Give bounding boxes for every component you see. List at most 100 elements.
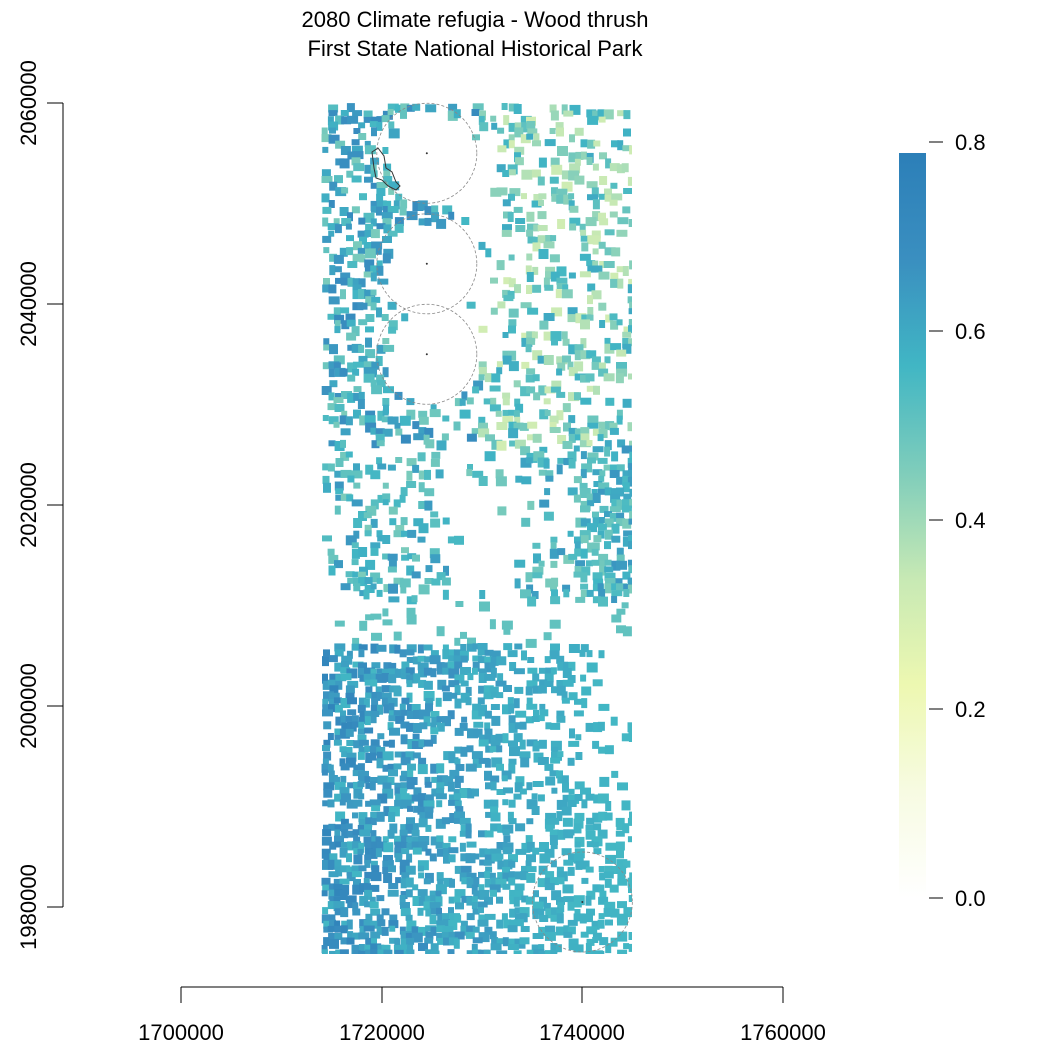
- raster-cell: [383, 344, 395, 352]
- raster-cell: [502, 829, 510, 836]
- raster-cell: [598, 589, 606, 598]
- raster-cell: [322, 235, 332, 243]
- raster-cell: [365, 337, 372, 348]
- raster-cell: [376, 265, 384, 276]
- raster-cell: [321, 836, 332, 846]
- raster-cell: [364, 727, 374, 734]
- raster-cell: [352, 284, 362, 292]
- raster-cell: [322, 415, 329, 421]
- raster-cell: [370, 379, 377, 387]
- raster-cell: [622, 145, 632, 152]
- raster-cell: [395, 793, 403, 802]
- raster-cell: [341, 829, 349, 839]
- raster-cell: [526, 133, 534, 140]
- raster-cell: [503, 625, 511, 635]
- raster-cell: [513, 410, 520, 418]
- raster-cell: [333, 397, 344, 404]
- raster-cell: [454, 661, 463, 669]
- raster-cell: [599, 470, 606, 477]
- raster-cell: [508, 871, 515, 882]
- raster-cell: [604, 559, 612, 566]
- raster-cell: [592, 211, 601, 222]
- raster-cell: [383, 584, 390, 593]
- raster-cell: [466, 872, 477, 881]
- raster-cell: [412, 103, 421, 111]
- raster-cell: [549, 427, 561, 433]
- raster-cell: [472, 949, 482, 954]
- raster-cell: [599, 937, 609, 946]
- raster-cell: [437, 878, 444, 889]
- raster-cell: [418, 818, 428, 828]
- raster-cell: [508, 703, 515, 714]
- raster-cell: [539, 679, 548, 687]
- raster-cell: [364, 710, 373, 717]
- raster-cell: [508, 169, 516, 176]
- raster-cell: [436, 787, 445, 797]
- raster-cell: [581, 686, 592, 696]
- raster-cell: [527, 596, 537, 607]
- raster-cell: [382, 236, 392, 243]
- raster-cell: [401, 313, 409, 322]
- raster-cell: [496, 656, 507, 666]
- raster-cell: [628, 338, 632, 347]
- raster-cell: [484, 913, 496, 920]
- raster-cell: [573, 944, 584, 953]
- raster-cell: [549, 835, 558, 845]
- raster-cell: [329, 253, 338, 262]
- raster-cell: [341, 187, 349, 194]
- raster-cell: [556, 715, 566, 723]
- raster-cell: [388, 128, 400, 139]
- raster-cell: [549, 128, 556, 134]
- raster-cell: [418, 836, 430, 845]
- raster-cell: [334, 781, 346, 790]
- raster-cell: [556, 913, 564, 924]
- raster-cell: [617, 217, 629, 225]
- raster-cell: [418, 416, 429, 425]
- raster-cell: [532, 433, 542, 443]
- raster-cell: [531, 331, 538, 339]
- raster-cell: [436, 722, 445, 732]
- raster-cell: [346, 721, 357, 732]
- raster-cell: [352, 812, 358, 819]
- raster-cell: [609, 422, 618, 431]
- raster-cell: [363, 271, 373, 278]
- raster-cell: [513, 950, 522, 954]
- raster-cell: [533, 133, 540, 142]
- raster-cell: [429, 409, 441, 418]
- raster-cell: [371, 805, 381, 812]
- raster-cell: [479, 110, 486, 121]
- raster-cell: [364, 667, 375, 676]
- raster-cell: [334, 643, 346, 652]
- raster-cell: [412, 896, 421, 906]
- raster-cell: [502, 883, 511, 890]
- raster-cell: [477, 697, 485, 705]
- raster-cell: [490, 397, 497, 407]
- raster-cell: [435, 697, 442, 707]
- raster-cell: [388, 715, 400, 722]
- raster-cell: [448, 799, 460, 806]
- raster-cell: [508, 350, 517, 361]
- raster-cell: [358, 739, 369, 746]
- raster-cell: [460, 655, 468, 663]
- raster-cell: [508, 325, 516, 334]
- raster-cell: [513, 793, 522, 800]
- raster-cell: [353, 950, 361, 954]
- raster-cell: [346, 494, 354, 502]
- raster-cell: [507, 650, 518, 658]
- raster-cell: [459, 788, 471, 798]
- raster-cell: [527, 434, 534, 441]
- raster-cell: [539, 709, 549, 717]
- raster-cell: [629, 451, 632, 461]
- raster-cell: [328, 889, 340, 900]
- raster-cell: [351, 499, 363, 507]
- raster-cell: [515, 848, 527, 855]
- raster-cell: [465, 686, 472, 696]
- raster-cell: [413, 710, 421, 719]
- raster-cell: [351, 326, 360, 337]
- raster-cell: [339, 787, 350, 798]
- raster-cell: [405, 932, 414, 939]
- raster-cell: [533, 451, 545, 462]
- raster-cell: [377, 944, 385, 951]
- raster-cell: [628, 463, 632, 471]
- raster-cell: [616, 518, 626, 527]
